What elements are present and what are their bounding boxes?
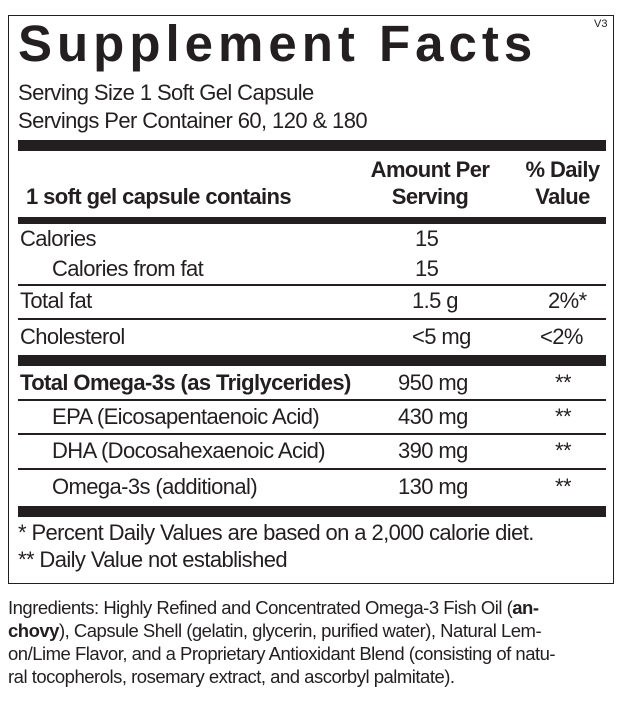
row-amount: <5 mg [412, 324, 471, 349]
header-dv-2: Value [535, 184, 590, 209]
serving-size: Serving Size 1 Soft Gel Capsule [18, 80, 314, 105]
header-dv-1: % Daily [525, 157, 600, 182]
version-label: V3 [594, 18, 608, 30]
row-amount: 15 [415, 226, 439, 251]
divider-thin [18, 284, 606, 286]
row-dv: <2% [540, 324, 583, 349]
header-contains: 1 soft gel capsule contains [26, 184, 292, 209]
footnote-percent: * Percent Daily Values are based on a 2,… [18, 520, 534, 545]
row-name: Total Omega-3s (as Triglycerides) [20, 370, 351, 395]
row-name: Calories [20, 226, 97, 251]
ingredients-text: ), Capsule Shell (gelatin, glycerin, pur… [58, 620, 542, 641]
row-amount: 1.5 g [412, 288, 459, 313]
divider-thin [18, 399, 606, 401]
row-dv: ** [555, 474, 572, 499]
ingredients-allergen: an- [512, 597, 539, 618]
ingredients-text: Ingredients: Highly Refined and Concentr… [8, 597, 513, 618]
divider-thick [18, 506, 606, 517]
ingredients-line: Ingredients: Highly Refined and Concentr… [8, 597, 539, 619]
header-amount-1: Amount Per [370, 157, 490, 182]
divider-thick [18, 355, 606, 366]
row-name: DHA (Docosahexaenoic Acid) [52, 438, 326, 463]
row-dv: 2%* [548, 288, 587, 313]
row-dv: ** [555, 404, 572, 429]
row-amount: 390 mg [398, 438, 468, 463]
ingredients-allergen: chovy [8, 620, 59, 641]
row-name: Calories from fat [52, 256, 204, 281]
row-name: EPA (Eicosapentaenoic Acid) [52, 404, 320, 429]
row-dv: ** [555, 370, 572, 395]
divider-thick [18, 140, 606, 151]
header-amount-2: Serving [391, 184, 469, 209]
row-name: Cholesterol [20, 324, 125, 349]
row-dv: ** [555, 438, 572, 463]
row-amount: 430 mg [398, 404, 468, 429]
divider-thin [18, 468, 606, 470]
ingredients-line: chovy), Capsule Shell (gelatin, glycerin… [8, 620, 542, 642]
divider-medium [18, 217, 606, 224]
supplement-facts-panel [8, 15, 614, 584]
ingredients-line: ral tocopherols, rosemary extract, and a… [8, 666, 455, 687]
footnote-dv: ** Daily Value not established [18, 547, 288, 572]
panel-title: Supplement Facts [18, 15, 538, 72]
divider-thin [18, 433, 606, 435]
servings-per-container: Servings Per Container 60, 120 & 180 [18, 108, 368, 133]
row-name: Omega-3s (additional) [52, 474, 258, 499]
row-amount: 130 mg [398, 474, 468, 499]
row-amount: 15 [415, 256, 439, 281]
row-amount: 950 mg [398, 370, 468, 395]
ingredients-line: on/Lime Flavor, and a Proprietary Antiox… [8, 643, 556, 664]
divider-thin [18, 318, 606, 320]
row-name: Total fat [20, 288, 92, 313]
